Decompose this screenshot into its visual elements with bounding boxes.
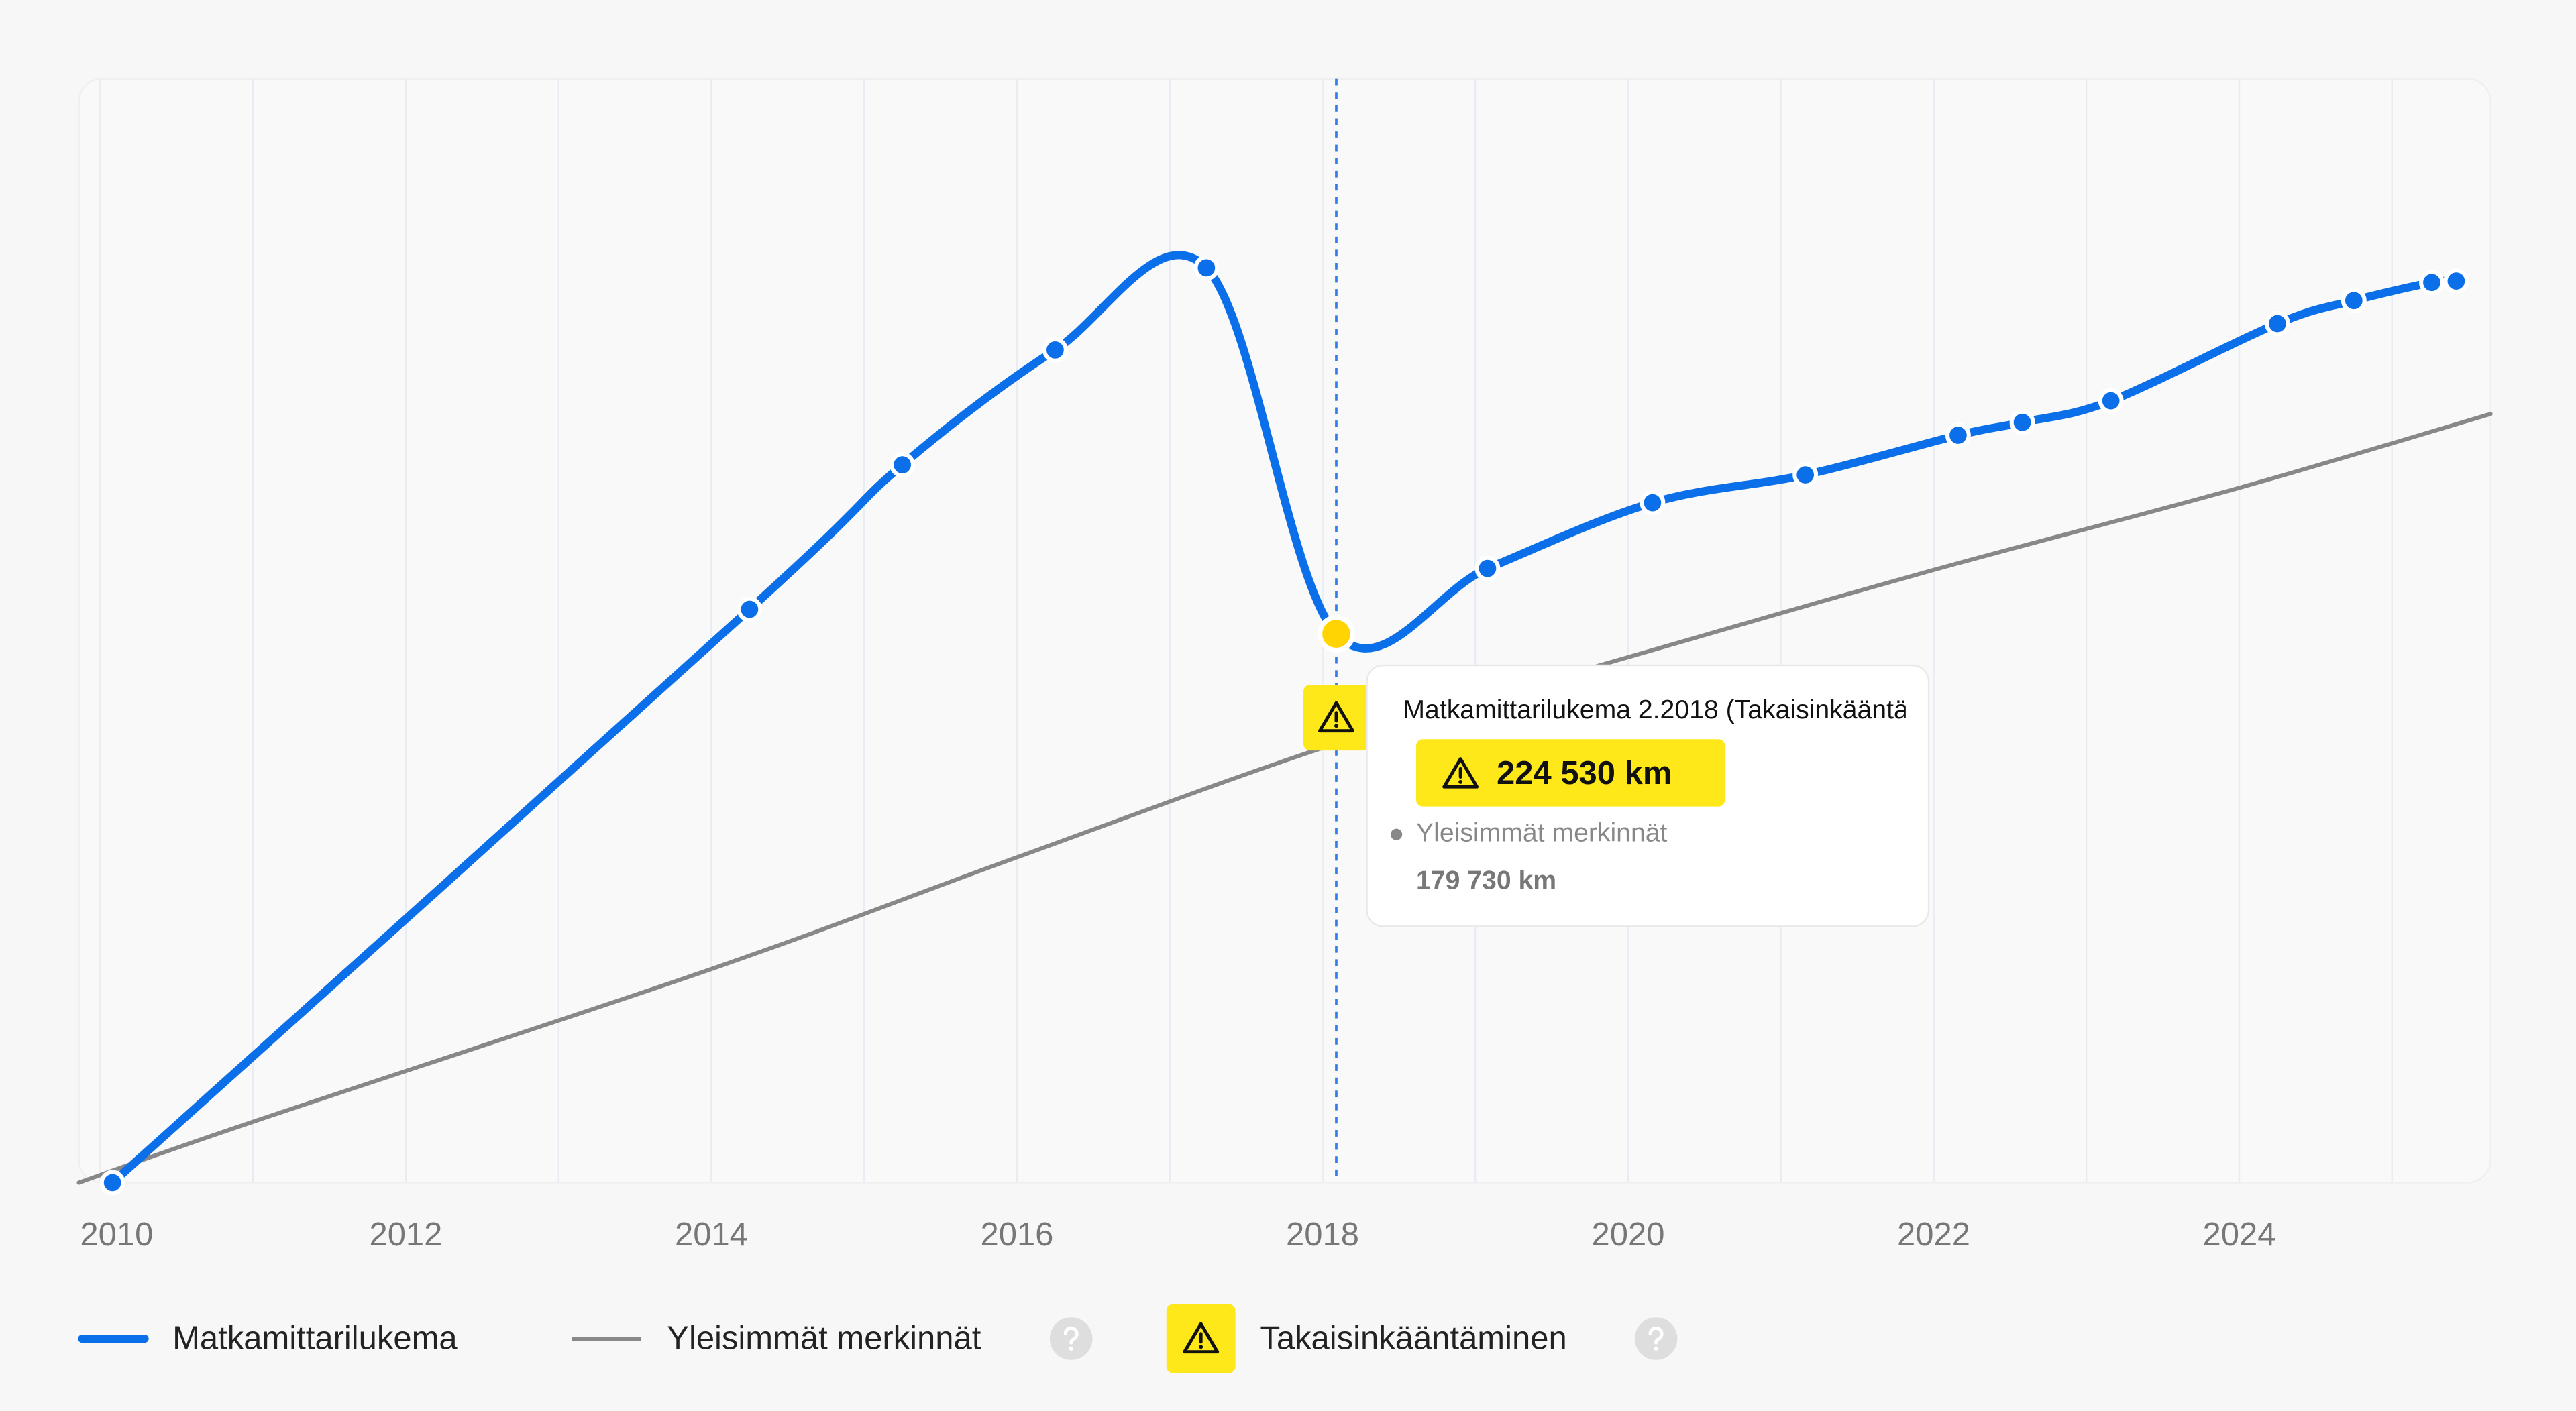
plot-area [78, 78, 2491, 1184]
data-point [1792, 462, 1819, 488]
data-point [1042, 337, 1068, 363]
data-point [1945, 422, 1971, 449]
x-tick-label: 2018 [1286, 1217, 1359, 1253]
x-tick-label: 2010 [80, 1217, 153, 1253]
data-point [2418, 270, 2445, 296]
data-point [890, 452, 916, 478]
x-tick-label: 2024 [2203, 1217, 2276, 1253]
x-tick-label: 2022 [1897, 1217, 1970, 1253]
highlighted-point [1317, 615, 1356, 653]
legend-label: Yleisimmät merkinnät [667, 1320, 981, 1356]
data-point [1474, 555, 1501, 581]
legend-dot [1391, 828, 1403, 840]
tooltip-title: Matkamittarilukema 2.2018 (Takaisinkäänt… [1403, 695, 1988, 724]
legend-label: Matkamittarilukema [172, 1320, 458, 1356]
data-point [2264, 311, 2290, 337]
data-point [2009, 409, 2035, 435]
tooltip-other-value: 179 730 km [1416, 866, 1556, 895]
value-pill [1416, 739, 1725, 807]
tooltip: Matkamittarilukema 2.2018 (Takaisinkäänt… [1366, 664, 1988, 927]
tooltip-value: 224 530 km [1497, 755, 1672, 791]
series-line [108, 251, 2461, 1187]
x-tick-label: 2012 [369, 1217, 442, 1253]
help-icon [1635, 1317, 1678, 1360]
data-point [2098, 388, 2124, 414]
x-tick-label: 2020 [1592, 1217, 1665, 1253]
data-point [2443, 268, 2469, 294]
data-point [1193, 255, 1220, 281]
legend: Matkamittarilukema Yleisimmät merkinnät Ta… [78, 1304, 1678, 1373]
data-point [99, 1170, 125, 1196]
legend-label: Takaisinkääntäminen [1260, 1320, 1566, 1356]
x-tick-label: 2016 [980, 1217, 1053, 1253]
x-tick-label: 2014 [675, 1217, 748, 1253]
data-point [1640, 490, 1666, 516]
data-point [737, 596, 763, 622]
data-point [2341, 288, 2367, 314]
tooltip-series-name: Yleisimmät merkinnät [1416, 819, 1668, 848]
help-icon [1050, 1317, 1093, 1360]
